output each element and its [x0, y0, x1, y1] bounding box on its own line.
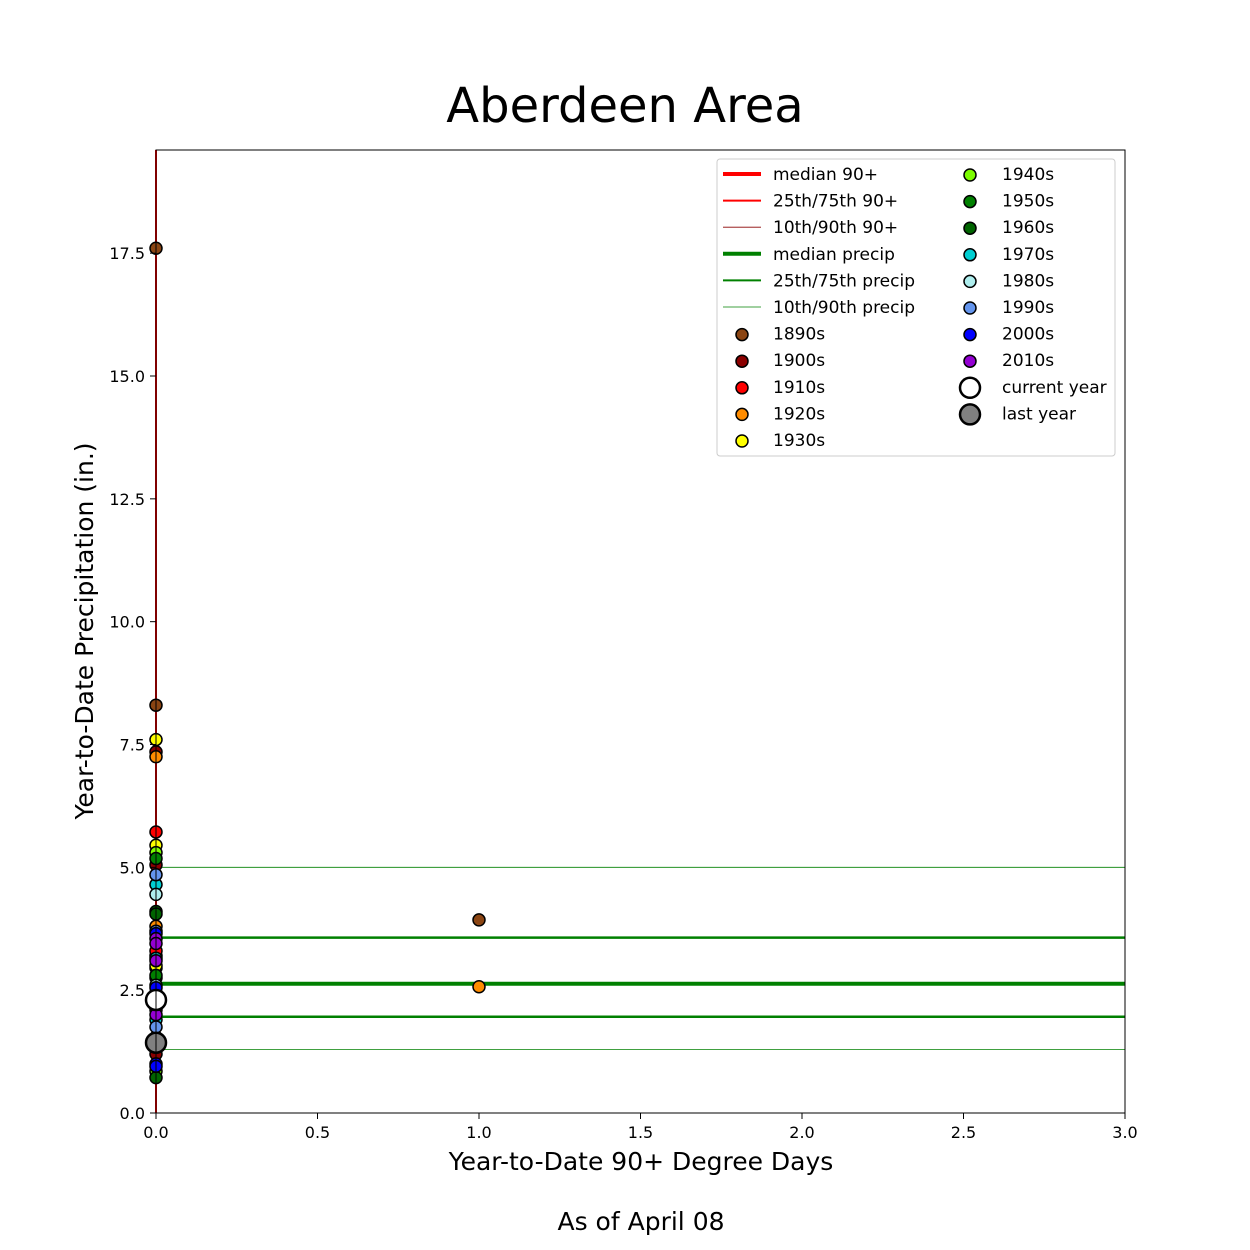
legend-entry-2010s-swatch	[963, 354, 977, 368]
legend-entry-1950s-label: 1950s	[1002, 192, 1054, 212]
legend-entry-1930s-label: 1930s	[773, 431, 825, 451]
x-tick-label: 0.0	[143, 1123, 168, 1142]
legend-entry-1940s-label: 1940s	[1002, 165, 1054, 185]
legend-entry-current-year-label: current year	[1002, 378, 1107, 398]
legend-entry-10th-90th-precip-label: 10th/90th precip	[773, 298, 915, 318]
footnote-date: As of April 08	[557, 1207, 724, 1236]
legend-entry-1960s-label: 1960s	[1002, 218, 1054, 238]
legend-entry-1940s-swatch	[963, 168, 977, 182]
legend: median 90+ 25th/75th 90+ 10th/90th 90+ medi…	[716, 158, 1116, 457]
legend-entry-1960s-swatch	[963, 221, 977, 235]
chart-title: Aberdeen Area	[446, 78, 803, 134]
y-axis-ticks: 0.0 2.5 5.0 7.5 10.0 12.5 15.0 17.5	[109, 244, 156, 1123]
y-tick-label: 17.5	[109, 244, 145, 263]
legend-entry-1890s-swatch	[735, 327, 749, 342]
data-point-1920s	[472, 979, 486, 994]
legend-box	[716, 158, 1116, 457]
legend-entry-1970s-label: 1970s	[1002, 245, 1054, 265]
legend-entry-median-90--label: median 90+	[773, 165, 878, 185]
legend-entry-last-year-label: last year	[1002, 404, 1076, 424]
legend-entry-1950s-swatch	[963, 194, 977, 209]
x-tick-label: 0.5	[305, 1123, 330, 1142]
data-point-1890s	[472, 913, 486, 927]
legend-entry-1910s-label: 1910s	[773, 378, 825, 398]
legend-entry-1930s-swatch	[735, 434, 749, 448]
legend-entry-25th-75th-90--label: 25th/75th 90+	[773, 192, 898, 212]
y-tick-label: 7.5	[120, 736, 145, 755]
x-axis-ticks: 0.0 0.5 1.0 1.5 2.0 2.5 3.0	[143, 1113, 1138, 1142]
legend-entry-1920s-swatch	[735, 407, 749, 422]
data-points	[144, 241, 486, 1085]
legend-entry-1980s-swatch	[963, 274, 977, 289]
legend-entry-1900s-swatch	[735, 354, 749, 368]
x-tick-label: 3.0	[1112, 1123, 1137, 1142]
legend-entry-1980s-label: 1980s	[1002, 271, 1054, 291]
x-tick-label: 1.5	[628, 1123, 653, 1142]
legend-entry-1990s-swatch	[963, 301, 977, 315]
legend-entry-2000s-label: 2000s	[1002, 325, 1054, 345]
x-tick-label: 2.0	[789, 1123, 814, 1142]
legend-entry-1900s-label: 1900s	[773, 351, 825, 371]
legend-entry-current-year-swatch	[958, 376, 982, 400]
y-tick-label: 12.5	[109, 490, 145, 509]
y-axis-label: Year-to-Date Precipitation (in.)	[70, 442, 99, 820]
legend-entry-2000s-swatch	[963, 327, 977, 342]
legend-entry-25th-75th-precip-label: 25th/75th precip	[773, 271, 915, 291]
y-tick-label: 2.5	[120, 981, 145, 1000]
legend-entry-1920s-label: 1920s	[773, 404, 825, 424]
y-tick-label: 0.0	[120, 1104, 145, 1123]
legend-entry-1970s-swatch	[963, 248, 977, 262]
legend-entry-1990s-label: 1990s	[1002, 298, 1054, 318]
legend-entry-1890s-label: 1890s	[773, 325, 825, 345]
legend-entry-median-precip-label: median precip	[773, 245, 895, 265]
x-axis-label: Year-to-Date 90+ Degree Days	[448, 1147, 834, 1176]
y-tick-label: 5.0	[120, 858, 145, 877]
legend-entry-1910s-swatch	[735, 381, 749, 395]
x-tick-label: 1.0	[466, 1123, 491, 1142]
y-tick-label: 10.0	[109, 613, 145, 632]
legend-entry-last-year-swatch	[958, 403, 982, 426]
legend-entry-2010s-label: 2010s	[1002, 351, 1054, 371]
x-tick-label: 2.5	[951, 1123, 976, 1142]
y-tick-label: 15.0	[109, 367, 145, 386]
legend-entry-10th-90th-90--label: 10th/90th 90+	[773, 218, 898, 238]
